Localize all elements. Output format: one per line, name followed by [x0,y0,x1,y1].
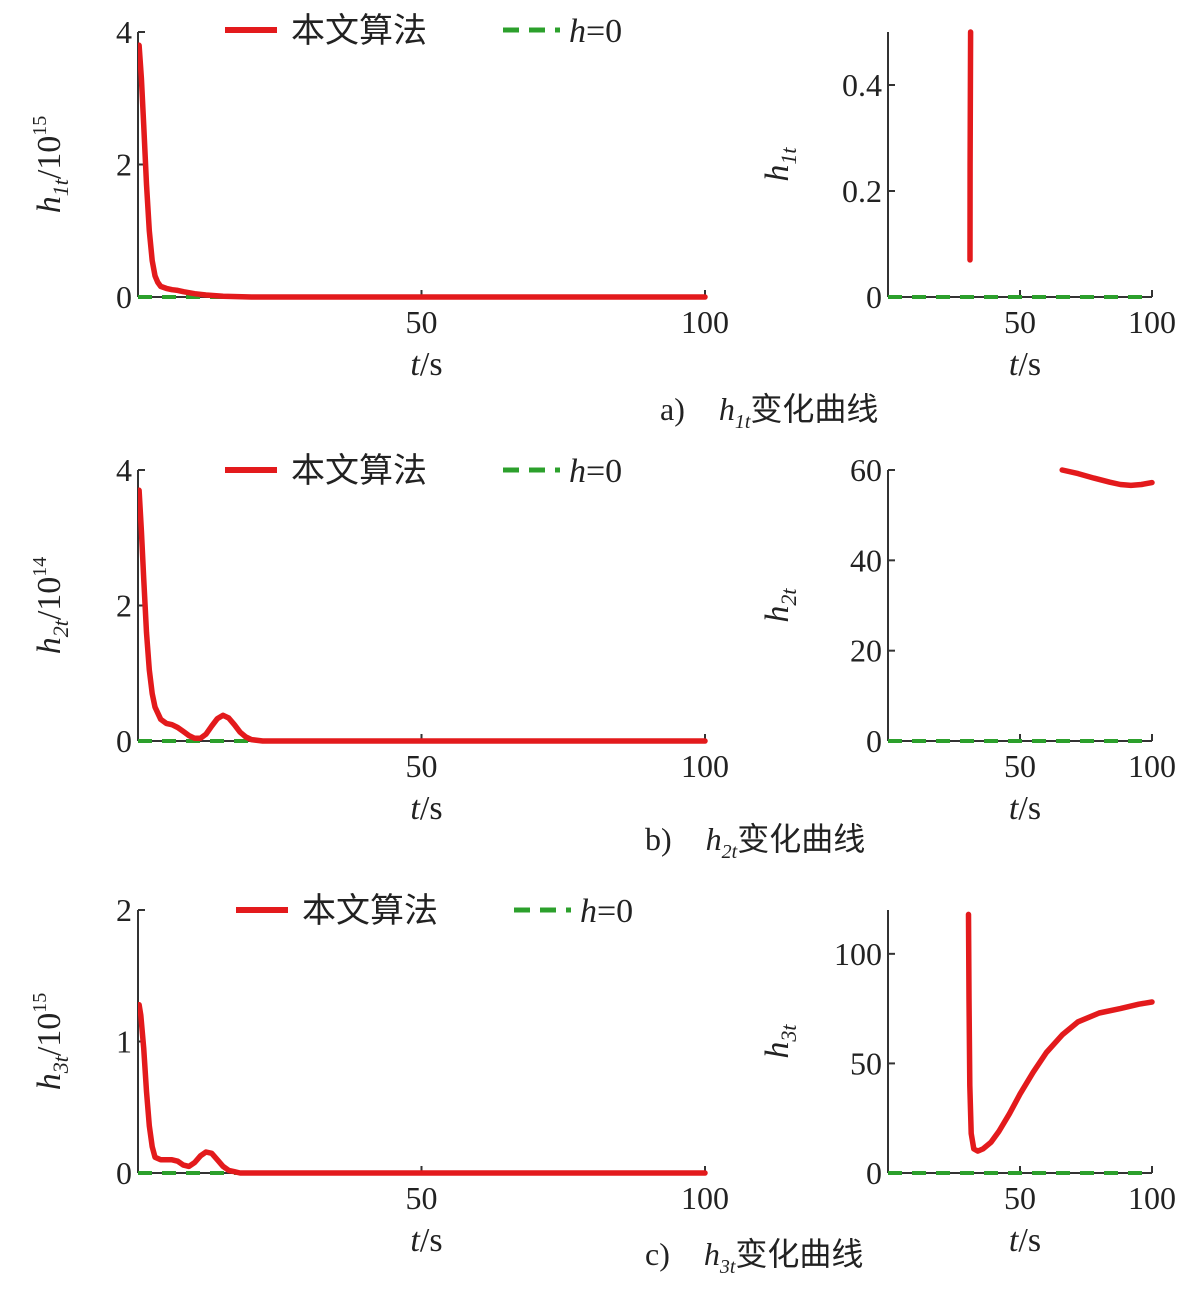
x-tick-label: 50 [1004,748,1036,784]
x-tick-label: 100 [1128,1180,1176,1216]
caption: c) h3t变化曲线 [645,1236,863,1278]
x-axis-label: t/s [410,346,442,383]
y-tick-label: 0 [116,723,132,759]
x-tick-label: 50 [406,1180,438,1216]
chart-c-left: 0 1 2 50 100 t/s h3t/1015 [29,892,729,1259]
caption: b) h2t变化曲线 [645,821,865,863]
y-tick-label: 1 [116,1024,132,1060]
x-tick-label: 50 [406,304,438,340]
y-tick-label: 0.4 [842,67,882,103]
legend-label-algorithm: 本文算法 [291,12,427,50]
y-tick-label: 100 [834,936,882,972]
y-axis-label: h1t/1015 [29,116,73,214]
x-tick-label: 50 [1004,304,1036,340]
x-tick-label: 100 [681,748,729,784]
legend-label-algorithm: 本文算法 [291,452,427,490]
y-tick-label: 0 [116,279,132,315]
y-tick-label: 0 [866,723,882,759]
y-tick-label: 40 [850,542,882,578]
x-tick-label: 100 [1128,304,1176,340]
series-line-algorithm [1059,467,1155,489]
y-axis-label: h2t/1014 [29,557,73,655]
chart-a-left: 0 2 4 50 100 t/s h1t/1015 [29,14,729,383]
y-tick-label: 20 [850,633,882,669]
x-tick-label: 100 [681,304,729,340]
caption: a) h1t变化曲线 [660,391,878,433]
y-tick-label: 4 [116,452,132,488]
chart-a-right: 0 0.2 0.4 50 100 t/s h1t [759,29,1176,383]
chart-b-left: 0 2 4 50 100 t/s h2t/1014 [29,452,729,827]
x-axis-label: t/s [1009,346,1041,383]
y-tick-label: 0 [866,279,882,315]
y-axis-label: h3t/1015 [29,993,73,1091]
x-axis-label: t/s [410,790,442,827]
x-tick-label: 50 [1004,1180,1036,1216]
y-tick-label: 0.2 [842,173,882,209]
chart-b-right: 0 20 40 60 50 100 t/s h2t [759,452,1176,827]
y-tick-label: 50 [850,1045,882,1081]
y-tick-label: 2 [116,588,132,624]
legend: 本文算法 h=0 [225,12,622,50]
series-line-algorithm [965,911,1155,1154]
y-axis-label: h3t [759,1024,801,1059]
legend: 本文算法 h=0 [236,892,633,930]
legend-label-reference: h=0 [580,893,633,930]
y-axis-label: h2t [759,588,801,623]
chart-c-right: 0 50 100 50 100 t/s h3t [759,910,1176,1259]
y-tick-label: 0 [866,1155,882,1191]
y-tick-label: 60 [850,452,882,488]
legend-label-reference: h=0 [569,13,622,50]
x-axis-label: t/s [1009,790,1041,827]
x-tick-label: 100 [681,1180,729,1216]
x-tick-label: 50 [406,748,438,784]
y-tick-label: 2 [116,892,132,928]
series-line-algorithm [967,29,974,263]
x-axis-label: t/s [1009,1222,1041,1259]
series-line-algorithm [138,1001,708,1176]
series-line-algorithm [138,42,708,300]
x-tick-label: 100 [1128,748,1176,784]
legend-label-reference: h=0 [569,453,622,490]
y-tick-label: 4 [116,14,132,50]
series-line-algorithm [138,487,708,744]
y-tick-label: 0 [116,1155,132,1191]
legend-label-algorithm: 本文算法 [302,892,438,930]
y-axis-label: h1t [759,147,801,182]
legend: 本文算法 h=0 [225,452,622,490]
x-axis-label: t/s [410,1222,442,1259]
y-tick-label: 2 [116,147,132,183]
